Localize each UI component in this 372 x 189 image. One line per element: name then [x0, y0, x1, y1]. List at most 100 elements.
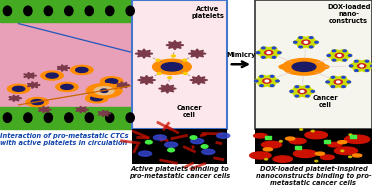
Circle shape — [342, 76, 345, 78]
Ellipse shape — [262, 141, 282, 148]
Circle shape — [262, 57, 265, 58]
Bar — [255, 0, 372, 129]
Circle shape — [265, 159, 268, 160]
Polygon shape — [28, 82, 40, 88]
Circle shape — [265, 80, 269, 82]
Text: Active
platelets: Active platelets — [192, 6, 224, 19]
Ellipse shape — [320, 155, 334, 160]
Circle shape — [294, 93, 303, 97]
Bar — [0, 22, 136, 107]
Circle shape — [348, 55, 352, 56]
Circle shape — [272, 57, 276, 58]
Circle shape — [343, 59, 346, 61]
Circle shape — [255, 79, 263, 83]
Circle shape — [343, 50, 346, 52]
Circle shape — [294, 86, 303, 90]
Circle shape — [371, 65, 372, 67]
Circle shape — [311, 91, 314, 92]
Text: Cancer
cell: Cancer cell — [176, 105, 202, 118]
Circle shape — [294, 40, 302, 44]
Circle shape — [331, 57, 340, 61]
Circle shape — [260, 75, 263, 77]
Circle shape — [331, 76, 335, 78]
Circle shape — [343, 53, 352, 58]
Ellipse shape — [85, 6, 93, 16]
Ellipse shape — [263, 148, 272, 151]
Ellipse shape — [24, 113, 32, 122]
Ellipse shape — [94, 87, 114, 95]
Ellipse shape — [334, 147, 357, 155]
Ellipse shape — [254, 133, 267, 138]
Bar — [0, 0, 136, 22]
Polygon shape — [135, 49, 153, 58]
Ellipse shape — [7, 84, 30, 93]
Ellipse shape — [65, 113, 73, 122]
Ellipse shape — [292, 62, 316, 71]
Bar — [132, 0, 227, 129]
Circle shape — [267, 52, 270, 53]
Polygon shape — [138, 76, 155, 85]
Ellipse shape — [71, 65, 93, 74]
Bar — [255, 129, 372, 164]
Ellipse shape — [3, 113, 12, 122]
Circle shape — [298, 89, 306, 94]
Circle shape — [290, 89, 299, 94]
Ellipse shape — [76, 67, 88, 72]
Bar — [350, 135, 356, 138]
Ellipse shape — [3, 6, 12, 16]
Circle shape — [262, 47, 265, 49]
Circle shape — [330, 83, 339, 88]
Circle shape — [315, 41, 318, 43]
Circle shape — [347, 81, 350, 83]
Circle shape — [298, 43, 307, 48]
Circle shape — [254, 80, 258, 82]
Ellipse shape — [191, 139, 204, 144]
Bar — [0, 107, 136, 129]
Ellipse shape — [31, 100, 43, 105]
Ellipse shape — [85, 113, 93, 122]
Circle shape — [264, 51, 273, 55]
Ellipse shape — [126, 113, 134, 122]
Circle shape — [299, 37, 302, 38]
Circle shape — [305, 37, 314, 41]
Circle shape — [257, 50, 265, 55]
Circle shape — [295, 86, 299, 88]
Ellipse shape — [26, 98, 48, 107]
Text: Active platelets binding to
pro-metastatic cancer cells: Active platelets binding to pro-metastat… — [129, 166, 230, 179]
Ellipse shape — [106, 113, 114, 122]
Ellipse shape — [338, 141, 347, 144]
Ellipse shape — [165, 142, 178, 147]
Ellipse shape — [86, 94, 108, 103]
Text: DOX-loaded
nano-
constructs: DOX-loaded nano- constructs — [327, 4, 370, 24]
Circle shape — [266, 82, 275, 87]
Ellipse shape — [100, 77, 123, 86]
Circle shape — [331, 50, 340, 54]
Ellipse shape — [44, 6, 52, 16]
Text: Interaction of pro-metastatic CTCs
with active platelets in circulation: Interaction of pro-metastatic CTCs with … — [0, 133, 129, 146]
Circle shape — [365, 64, 372, 68]
Circle shape — [298, 37, 307, 41]
Circle shape — [327, 53, 336, 58]
Ellipse shape — [294, 150, 317, 157]
Polygon shape — [190, 76, 208, 85]
Circle shape — [305, 43, 314, 48]
Circle shape — [360, 65, 363, 67]
Ellipse shape — [139, 151, 152, 156]
Circle shape — [276, 80, 279, 82]
Circle shape — [279, 140, 282, 142]
Circle shape — [338, 76, 346, 81]
Circle shape — [300, 129, 303, 130]
Circle shape — [304, 41, 308, 43]
Ellipse shape — [353, 154, 362, 157]
Circle shape — [334, 80, 342, 84]
Ellipse shape — [106, 6, 114, 16]
Circle shape — [338, 55, 341, 56]
Circle shape — [156, 59, 160, 61]
Circle shape — [278, 52, 281, 53]
Circle shape — [270, 75, 274, 77]
Circle shape — [349, 65, 353, 67]
Circle shape — [268, 54, 277, 58]
Circle shape — [353, 67, 362, 71]
Circle shape — [309, 40, 318, 44]
Circle shape — [183, 73, 187, 74]
